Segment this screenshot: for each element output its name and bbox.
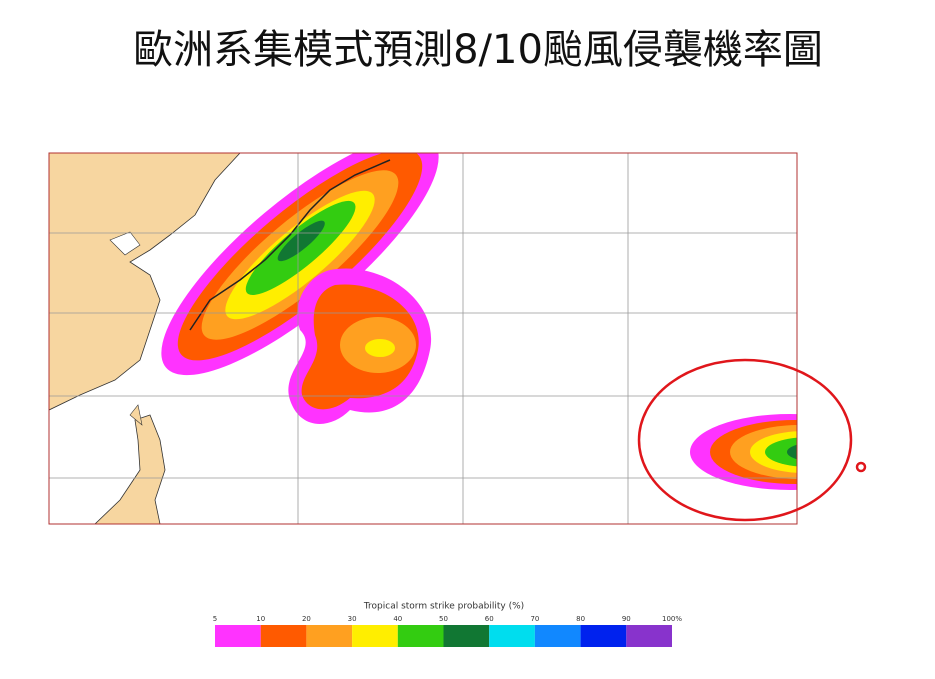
title: 歐洲系集模式預測8/10颱風侵襲機率圖 — [133, 27, 823, 73]
colorbar-tick-label: 30 — [348, 615, 357, 623]
colorbar-bin — [352, 625, 398, 647]
colorbar-bin — [534, 625, 581, 647]
colorbar-tick-label: 100% — [662, 615, 682, 623]
legend-title: Tropical storm strike probability (%) — [363, 602, 524, 612]
colorbar-bin — [260, 625, 307, 647]
colorbar-tick-label: 80 — [576, 615, 585, 623]
colorbar-bin — [443, 625, 490, 647]
colorbar-tick-label: 10 — [256, 615, 265, 623]
map — [49, 153, 797, 524]
pointer-dot — [855, 461, 867, 473]
colorbar-tick-label: 50 — [439, 615, 448, 623]
colorbar-tick-label: 90 — [622, 615, 631, 623]
colorbar-tick-label: 5 — [213, 615, 217, 623]
colorbar-bin — [306, 625, 353, 647]
colorbar-tick-label: 70 — [530, 615, 539, 623]
highlight-circle — [637, 358, 853, 522]
colorbar-bin — [580, 625, 627, 647]
colorbar-tick-label: 60 — [485, 615, 494, 623]
colorbar-bin — [626, 625, 672, 647]
map-frame — [48, 152, 798, 525]
colorbar: 5 10 20 30 40 50 60 70 80 90 100% — [213, 615, 682, 647]
colorbar-tick-label: 40 — [393, 615, 402, 623]
colorbar-bin — [489, 625, 535, 647]
colorbar-tick-label: 20 — [302, 615, 311, 623]
colorbar-bin — [215, 625, 261, 647]
colorbar-bin — [397, 625, 444, 647]
